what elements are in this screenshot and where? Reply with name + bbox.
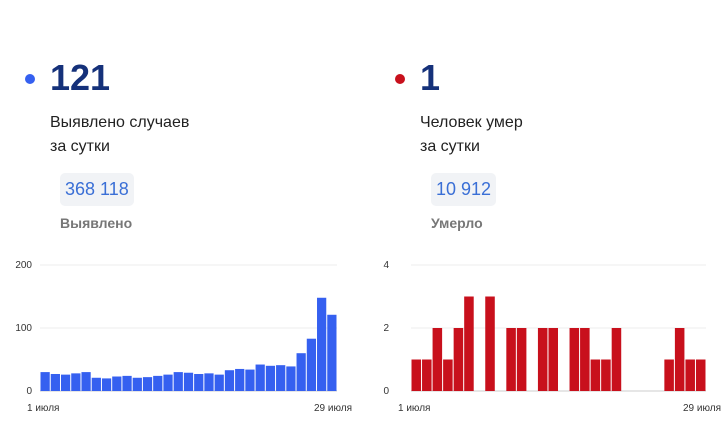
- bar: [685, 359, 695, 391]
- y-tick-label: 100: [15, 323, 32, 334]
- bar: [204, 373, 214, 391]
- bar: [464, 296, 474, 391]
- bar: [432, 328, 443, 391]
- bar: [306, 338, 317, 391]
- deaths-chart: 0 2 4 1 июля 29 июля: [383, 260, 721, 414]
- bar: [224, 370, 235, 391]
- bar: [255, 364, 265, 391]
- bar: [153, 375, 163, 391]
- deaths-today-caption: Человек умер за сутки: [420, 111, 523, 159]
- y-tick-label: 0: [26, 386, 32, 397]
- bar: [276, 365, 286, 391]
- deaths-total-label: Умерло: [431, 215, 483, 231]
- bar: [296, 353, 306, 391]
- cases-today-caption: Выявлено случаев за сутки: [50, 111, 189, 159]
- bar: [50, 373, 60, 391]
- bar: [60, 374, 71, 391]
- bar: [443, 359, 453, 391]
- bar: [194, 373, 204, 391]
- bar: [91, 377, 101, 391]
- y-tick-label: 200: [15, 260, 32, 271]
- bar: [286, 366, 296, 391]
- bar: [537, 328, 548, 391]
- bar: [132, 377, 142, 391]
- y-tick-label: 4: [383, 260, 389, 271]
- x-end-label: 29 июля: [683, 403, 721, 414]
- y-tick-label: 2: [383, 323, 389, 334]
- bar: [422, 359, 432, 391]
- cases-total-badge: 368 118: [60, 173, 134, 206]
- bar: [235, 368, 245, 391]
- bar: [142, 377, 153, 391]
- bar: [40, 372, 50, 391]
- bar: [580, 328, 590, 391]
- bar: [245, 369, 255, 391]
- deaths-dot-icon: [395, 74, 405, 84]
- bar: [81, 372, 91, 391]
- bar: [664, 359, 674, 391]
- deaths-today-value: 1: [420, 57, 441, 98]
- deaths-panel: 1 Человек умер за сутки 10 912 Умерло 0 2…: [362, 0, 724, 422]
- cases-today-value: 121: [50, 57, 111, 98]
- bar: [214, 374, 224, 391]
- bar: [71, 373, 81, 391]
- bar: [101, 378, 112, 391]
- bar: [183, 372, 194, 391]
- cases-caption-line1: Выявлено случаев: [50, 114, 190, 131]
- bar: [112, 376, 122, 391]
- bar: [485, 296, 495, 391]
- bar: [327, 314, 337, 391]
- cases-panel: 121 Выявлено случаев за сутки 368 118 Вы…: [15, 57, 352, 414]
- bar: [674, 328, 685, 391]
- bar: [453, 328, 464, 391]
- bar: [590, 359, 601, 391]
- cases-caption-line2: за сутки: [50, 138, 110, 155]
- bar: [411, 359, 422, 391]
- bar: [548, 328, 558, 391]
- bar: [173, 372, 183, 391]
- bar: [695, 359, 706, 391]
- deaths-caption-line1: Человек умер: [420, 114, 523, 131]
- x-end-label: 29 июля: [314, 403, 352, 414]
- deaths-total-badge: 10 912: [431, 173, 497, 206]
- bar: [516, 328, 527, 391]
- bar: [317, 297, 327, 391]
- deaths-caption-line2: за сутки: [420, 138, 480, 155]
- cases-total-label: Выявлено: [60, 215, 133, 231]
- bar: [163, 374, 173, 391]
- cases-chart: 0 100 200 1 июля 29 июля: [15, 260, 352, 414]
- bar: [122, 375, 132, 391]
- cases-dot-icon: [25, 74, 35, 84]
- bar: [611, 328, 622, 391]
- y-tick-label: 0: [383, 386, 389, 397]
- bar: [506, 328, 516, 391]
- bar: [569, 328, 580, 391]
- bar: [601, 359, 611, 391]
- x-start-label: 1 июля: [398, 403, 430, 414]
- x-start-label: 1 июля: [27, 403, 59, 414]
- bar: [265, 365, 276, 391]
